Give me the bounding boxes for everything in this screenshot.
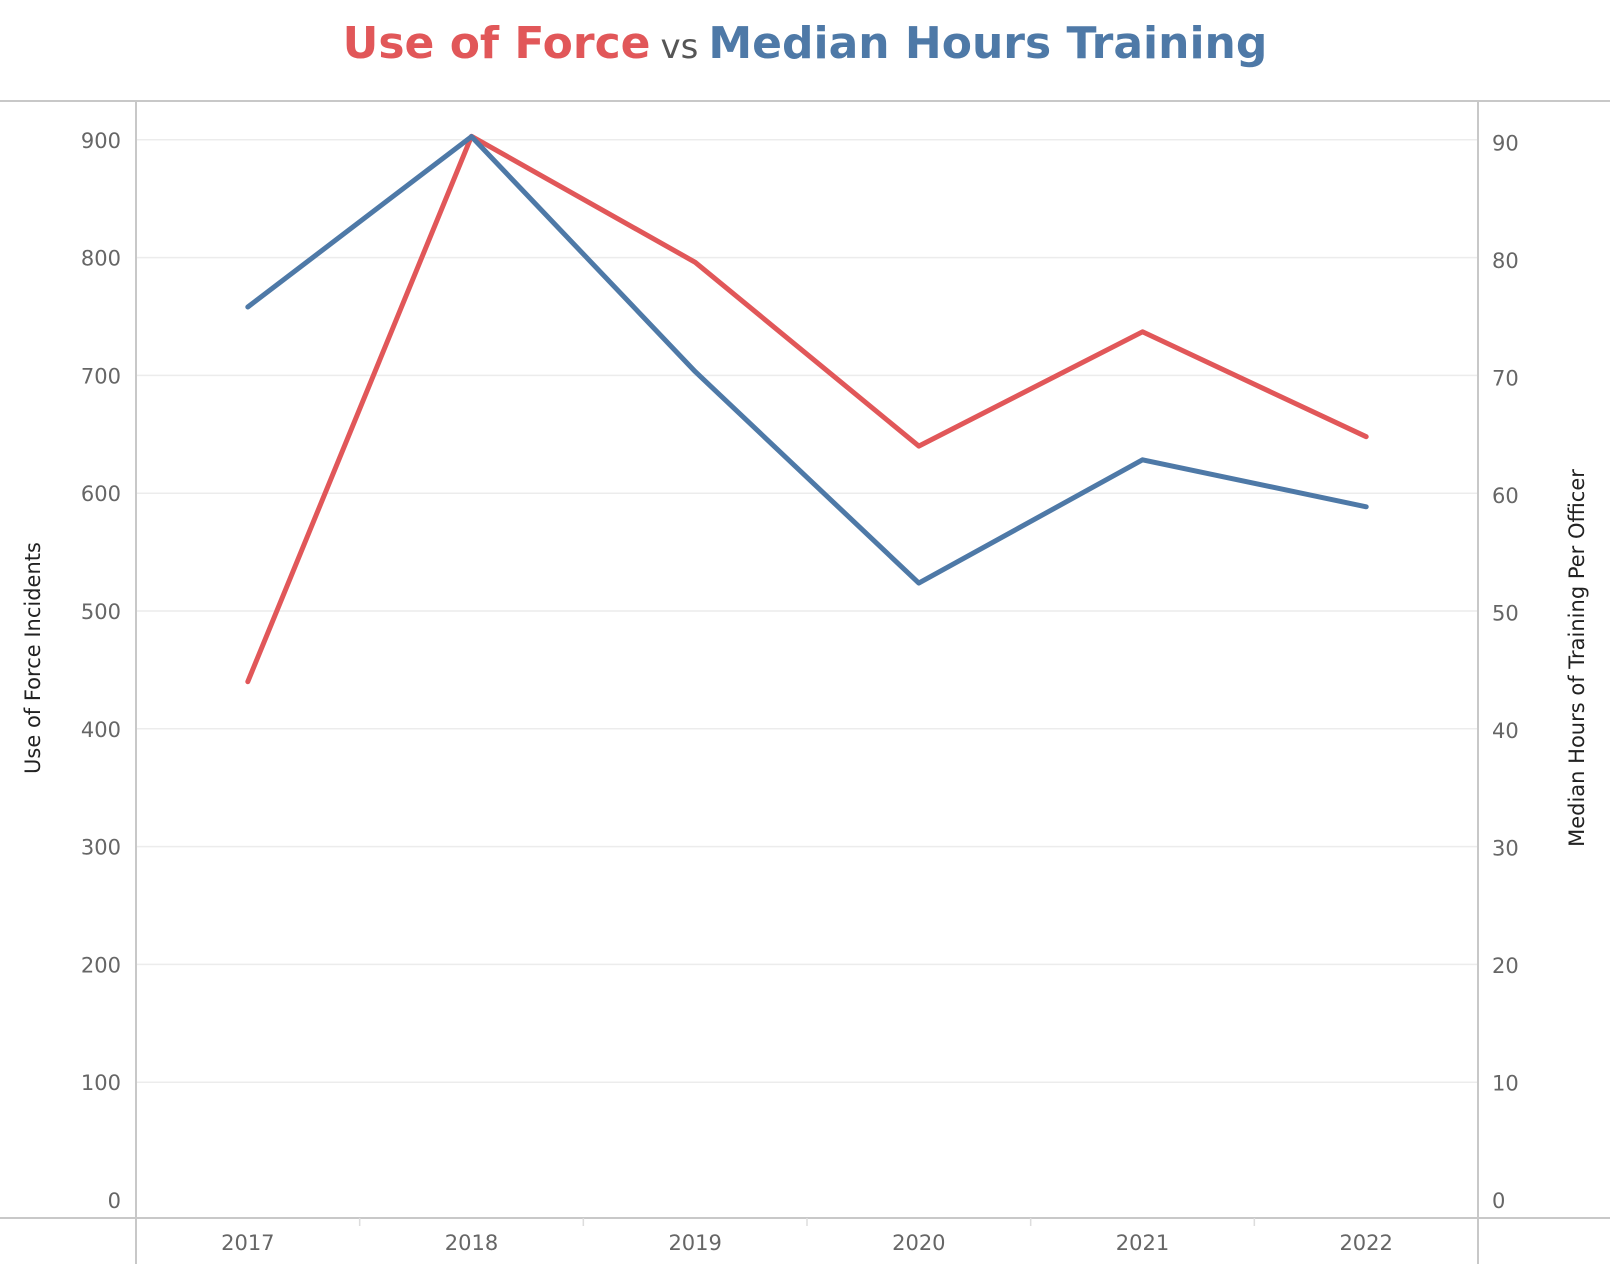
right-tick-label: 70	[1492, 367, 1519, 391]
right-tick-label: 10	[1492, 1072, 1519, 1096]
title-median-hours: Median Hours Training	[708, 18, 1268, 69]
x-tick-label: 2020	[892, 1231, 945, 1255]
right-tick-label: 50	[1492, 602, 1519, 626]
right-tick-label: 30	[1492, 837, 1519, 861]
x-tick-label: 2021	[1116, 1231, 1169, 1255]
x-tick-label: 2019	[668, 1231, 721, 1255]
gridlines	[136, 139, 1478, 1083]
title-vs: vs	[660, 27, 699, 67]
left-tick-label: 200	[81, 953, 121, 977]
left-tick-label: 400	[81, 718, 121, 742]
left-axis-ticks: 0 100 200 300 400 500 600 700 800 900	[81, 129, 121, 1213]
right-axis-title: Median Hours of Training Per Officer	[1565, 469, 1589, 847]
right-tick-label: 60	[1492, 484, 1519, 508]
x-axis-ticks: 2017 2018 2019 2020 2021 2022	[221, 1218, 1393, 1255]
x-tick-label: 2022	[1339, 1231, 1392, 1255]
left-axis-title: Use of Force Incidents	[21, 542, 45, 774]
chart-frame	[0, 100, 1610, 1264]
left-tick-label: 0	[108, 1189, 121, 1213]
right-tick-label: 20	[1492, 954, 1519, 978]
series-line-median-hours-training	[245, 134, 1369, 586]
right-tick-label: 40	[1492, 719, 1519, 743]
x-tick-label: 2017	[221, 1231, 274, 1255]
right-axis-ticks: 0 10 20 30 40 50 60 70 80 90	[1492, 132, 1519, 1214]
left-tick-label: 500	[81, 600, 121, 624]
series-line-use-of-force	[245, 133, 1369, 685]
right-tick-label: 90	[1492, 132, 1519, 156]
right-tick-label: 0	[1492, 1189, 1505, 1213]
title-use-of-force: Use of Force	[342, 18, 651, 69]
right-tick-label: 80	[1492, 249, 1519, 273]
left-tick-label: 900	[81, 129, 121, 153]
chart-title: Use of Force vs Median Hours Training	[0, 18, 1610, 69]
left-tick-label: 600	[81, 482, 121, 506]
series-lines	[245, 133, 1369, 685]
left-tick-label: 800	[81, 247, 121, 271]
left-tick-label: 700	[81, 364, 121, 388]
left-tick-label: 300	[81, 836, 121, 860]
x-tick-label: 2018	[445, 1231, 498, 1255]
left-tick-label: 100	[81, 1071, 121, 1095]
